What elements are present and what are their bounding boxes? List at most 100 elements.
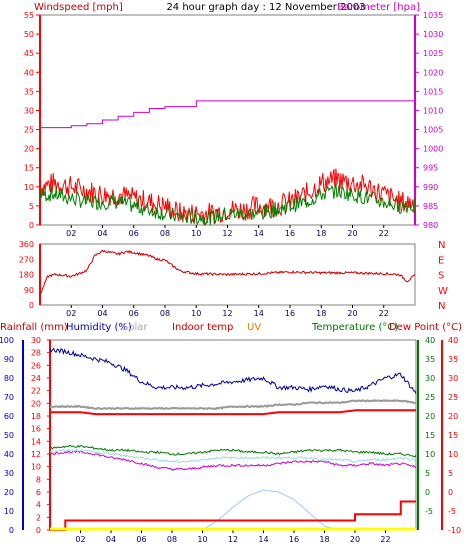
x-tick-label: 22 — [379, 229, 389, 238]
y-tick-label-right: 1000 — [423, 145, 443, 154]
y-tick-label-left: 270 — [19, 255, 34, 264]
x-tick-label: 08 — [160, 309, 170, 318]
rain-tick-label: 10 — [31, 463, 41, 472]
y-tick-label-left: 25 — [24, 126, 34, 135]
dew-tick-label: 20 — [448, 412, 458, 421]
x-tick-label: 14 — [258, 535, 268, 544]
temp-tick-label: 25 — [425, 393, 435, 402]
dew-tick-label: 35 — [448, 355, 458, 364]
x-tick-label: 18 — [316, 309, 326, 318]
compass-label: N — [438, 240, 445, 251]
humidity-tick-label: 100 — [0, 336, 14, 345]
x-tick-label: 16 — [285, 309, 295, 318]
temperature-label: Temperature (°C) — [311, 322, 398, 333]
y-tick-label-right: 1015 — [423, 87, 443, 96]
y-tick-label-right: 1010 — [423, 106, 443, 115]
x-tick-label: 16 — [285, 229, 295, 238]
x-tick-label: 04 — [97, 229, 107, 238]
humidity-tick-label: 70 — [4, 393, 14, 402]
indoor-temp-series — [50, 409, 416, 416]
compass-label: E — [438, 255, 444, 266]
humidity-tick-label: 30 — [4, 469, 14, 478]
humidity-tick-label: 50 — [4, 431, 14, 440]
windspeed-label: Windspeed [mph] — [34, 2, 123, 13]
rain-tick-label: 20 — [31, 399, 41, 408]
x-tick-label: 22 — [379, 309, 389, 318]
y-tick-label-right: 1025 — [423, 49, 443, 58]
x-tick-label: 20 — [347, 229, 357, 238]
rain-tick-label: 0 — [36, 526, 41, 535]
x-tick-label: 06 — [136, 535, 146, 544]
y-tick-label-right: 980 — [423, 221, 438, 230]
x-tick-label: 10 — [191, 309, 201, 318]
dewpoint-series — [49, 450, 417, 471]
dew-tick-label: 0 — [448, 488, 453, 497]
y-tick-label-right: 990 — [423, 183, 438, 192]
dew-tick-label: 30 — [448, 374, 458, 383]
y-tick-label-left: 55 — [24, 11, 34, 20]
y-tick-label-left: 35 — [24, 87, 34, 96]
cyan-series — [49, 448, 417, 463]
x-tick-label: 04 — [97, 309, 107, 318]
rainfall-label: Rainfall (mm) — [0, 322, 68, 333]
y-tick-label-left: 30 — [24, 106, 34, 115]
rain-tick-label: 12 — [31, 450, 41, 459]
y-tick-label-right: 1005 — [423, 126, 443, 135]
dew-tick-label: 15 — [448, 431, 458, 440]
x-tick-label: 18 — [319, 535, 329, 544]
y-tick-label-left: 90 — [24, 286, 34, 295]
humidity-tick-label: 20 — [4, 488, 14, 497]
rain-tick-label: 24 — [31, 374, 41, 383]
y-tick-label-left: 0 — [29, 301, 34, 310]
x-tick-label: 18 — [316, 229, 326, 238]
x-tick-label: 02 — [66, 229, 76, 238]
y-tick-label-right: 1030 — [423, 30, 443, 39]
dew-tick-label: -5 — [448, 507, 456, 516]
rain-tick-label: 8 — [36, 475, 41, 484]
compass-label: W — [438, 286, 448, 297]
y-tick-label-left: 15 — [24, 164, 34, 173]
temp-tick-label: 40 — [425, 336, 435, 345]
humidity-tick-label: 10 — [4, 507, 14, 516]
rain-tick-label: 16 — [31, 425, 41, 434]
x-tick-label: 06 — [129, 229, 139, 238]
y-tick-label-right: 1020 — [423, 68, 443, 77]
rain-tick-label: 6 — [36, 488, 41, 497]
x-tick-label: 14 — [254, 309, 264, 318]
wind-barometer-panel: 0510152025303540455055980985990995100010… — [24, 11, 444, 238]
indoor-temp-label: Indoor temp — [172, 322, 233, 333]
x-tick-label: 06 — [129, 309, 139, 318]
y-tick-label-left: 5 — [29, 202, 34, 211]
rainfall-series — [50, 500, 416, 531]
humidity-label: Humidity (%) — [66, 322, 132, 333]
barometer-label: Barometer [hpa] — [337, 2, 420, 13]
y-tick-label-left: 40 — [24, 68, 34, 77]
gust-series — [39, 183, 416, 227]
dew-tick-label: -10 — [448, 526, 461, 535]
x-tick-label: 12 — [222, 309, 232, 318]
temp-tick-label: 0 — [425, 488, 430, 497]
x-tick-label: 02 — [66, 309, 76, 318]
x-tick-label: 14 — [254, 229, 264, 238]
compass-label: S — [438, 271, 444, 282]
wind-direction-series — [39, 249, 416, 296]
y-tick-label-right: 1035 — [423, 11, 443, 20]
x-tick-label: 22 — [380, 535, 390, 544]
y-tick-label-left: 360 — [19, 240, 34, 249]
temp-tick-label: 30 — [425, 374, 435, 383]
temp-tick-label: 10 — [425, 450, 435, 459]
humidity-tick-label: 90 — [4, 355, 14, 364]
humidity-tick-label: 60 — [4, 412, 14, 421]
y-tick-label-left: 50 — [24, 30, 34, 39]
dew-tick-label: 40 — [448, 336, 458, 345]
rain-tick-label: 14 — [31, 437, 41, 446]
temp-tick-label: -5 — [425, 507, 433, 516]
rain-tick-label: 4 — [36, 501, 41, 510]
temperature-humidity-panel: 0102030405060708090100024681012141618202… — [0, 336, 461, 544]
chart-title: 24 hour graph day : 12 November 2003 — [166, 2, 365, 13]
x-tick-label: 08 — [167, 535, 177, 544]
temp-tick-label: 20 — [425, 412, 435, 421]
